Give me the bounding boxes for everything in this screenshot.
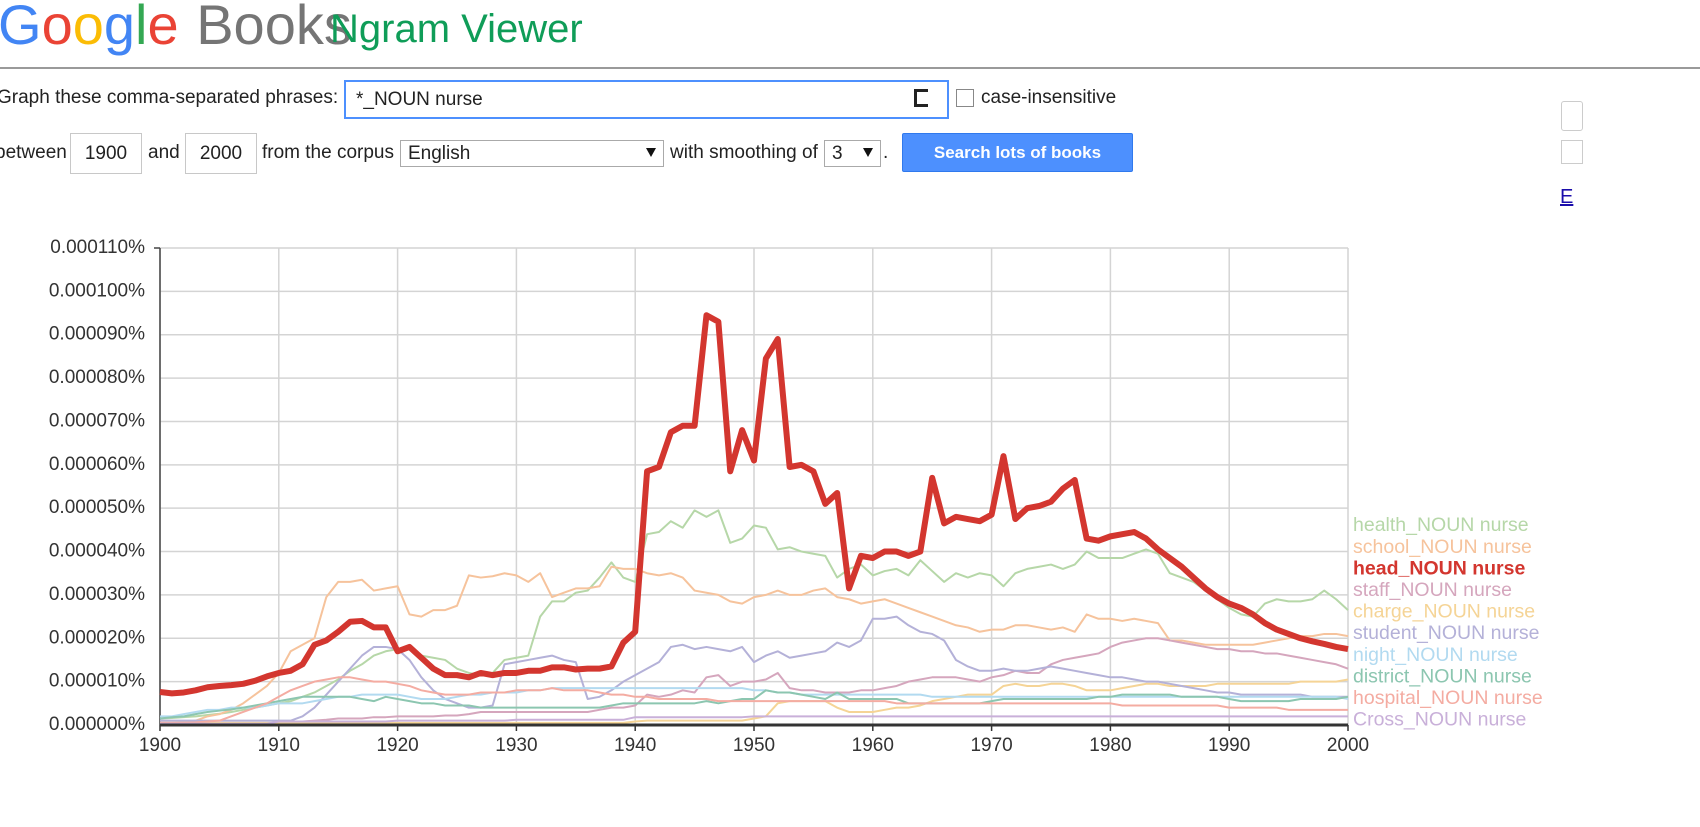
app-title: Ngram Viewer xyxy=(330,7,583,51)
y-tick-label: 0.000110% xyxy=(50,237,145,258)
legend-label: student_NOUN nurse xyxy=(1353,622,1539,644)
x-tick-label: 1930 xyxy=(495,735,537,756)
x-tick-label: 1910 xyxy=(258,735,300,756)
legend-label: Cross_NOUN nurse xyxy=(1353,709,1526,731)
series-line xyxy=(160,687,1349,718)
series-line xyxy=(160,565,1349,724)
legend-label: charge_NOUN nurse xyxy=(1353,601,1535,623)
series-line xyxy=(160,678,1349,724)
series-line xyxy=(160,615,1348,722)
y-tick-label: 0.000000% xyxy=(49,714,145,735)
legend-label: night_NOUN nurse xyxy=(1353,644,1518,666)
case-checkbox[interactable] xyxy=(956,89,974,107)
end-year-input[interactable]: 2000 xyxy=(185,133,257,174)
dropdown-arrow xyxy=(863,148,873,157)
smoothing-select[interactable]: 3 xyxy=(824,140,881,167)
side-box[interactable] xyxy=(1561,140,1583,164)
start-year-input[interactable]: 1900 xyxy=(70,133,142,174)
legend-label: staff_NOUN nurse xyxy=(1353,579,1512,601)
y-tick-label: 0.000050% xyxy=(49,497,145,518)
query-input[interactable]: *_NOUN nurse xyxy=(344,80,949,119)
logo-google: Google xyxy=(0,0,179,56)
x-tick-label: 1970 xyxy=(970,735,1012,756)
logo-letter: o xyxy=(41,0,73,56)
series-line xyxy=(160,715,1348,725)
x-tick-label: 2000 xyxy=(1327,735,1369,756)
phrases-label: Graph these comma-separated phrases: xyxy=(0,87,339,108)
header-rule xyxy=(0,67,1700,69)
series-line xyxy=(160,676,1348,724)
y-tick-label: 0.000090% xyxy=(49,324,145,345)
y-tick-label: 0.000070% xyxy=(49,410,145,431)
query-text: *_NOUN nurse xyxy=(356,88,483,110)
period: . xyxy=(883,142,889,163)
x-tick-label: 1940 xyxy=(614,735,656,756)
smoothing-label: with smoothing of xyxy=(670,142,818,163)
search-button[interactable]: Search lots of books xyxy=(902,133,1133,172)
series-line xyxy=(159,689,1349,720)
y-tick-label: 0.000080% xyxy=(49,367,145,388)
side-link[interactable]: E xyxy=(1560,186,1574,208)
x-tick-label: 1990 xyxy=(1208,735,1250,756)
side-box[interactable] xyxy=(1561,101,1583,131)
case-label: case-insensitive xyxy=(981,87,1117,108)
x-tick-label: 1900 xyxy=(139,735,181,756)
dropdown-arrow xyxy=(646,148,656,157)
series-line xyxy=(159,509,1349,720)
start-year: 1900 xyxy=(84,142,128,164)
and-label: and xyxy=(148,142,180,163)
end-year: 2000 xyxy=(199,142,243,164)
logo-letter: l xyxy=(135,0,148,56)
series-line xyxy=(159,312,1349,697)
y-tick-label: 0.000040% xyxy=(49,541,145,562)
logo-letter: G xyxy=(0,0,42,56)
corpus-select[interactable]: English xyxy=(400,140,664,167)
series-line xyxy=(160,637,1349,724)
corpus-label: from the corpus xyxy=(262,142,394,163)
logo: Google Books xyxy=(0,0,352,58)
x-tick-label: 1920 xyxy=(376,735,418,756)
smoothing-value: 3 xyxy=(832,142,843,164)
legend-label: school_NOUN nurse xyxy=(1353,536,1532,558)
legend-label: health_NOUN nurse xyxy=(1353,514,1529,536)
logo-books: Books xyxy=(196,0,352,56)
y-tick-label: 0.000060% xyxy=(49,454,145,475)
legend-label: district_NOUN nurse xyxy=(1353,665,1532,687)
x-tick-label: 1960 xyxy=(852,735,894,756)
y-tick-label: 0.000010% xyxy=(49,671,145,692)
y-tick-label: 0.000100% xyxy=(49,280,145,301)
logo-letter: g xyxy=(103,0,136,56)
between-label: between xyxy=(0,142,67,163)
x-tick-label: 1950 xyxy=(733,735,775,756)
corpus-value: English xyxy=(408,142,471,164)
logo-letter: e xyxy=(147,0,179,56)
y-tick-label: 0.000020% xyxy=(49,627,145,648)
legend-label: head_NOUN nurse xyxy=(1353,557,1525,579)
y-tick-label: 0.000030% xyxy=(49,584,145,605)
input-tool-icon[interactable] xyxy=(914,89,928,107)
logo-letter: o xyxy=(72,0,104,56)
x-tick-label: 1980 xyxy=(1089,735,1131,756)
legend-label: hospital_NOUN nurse xyxy=(1353,687,1543,709)
